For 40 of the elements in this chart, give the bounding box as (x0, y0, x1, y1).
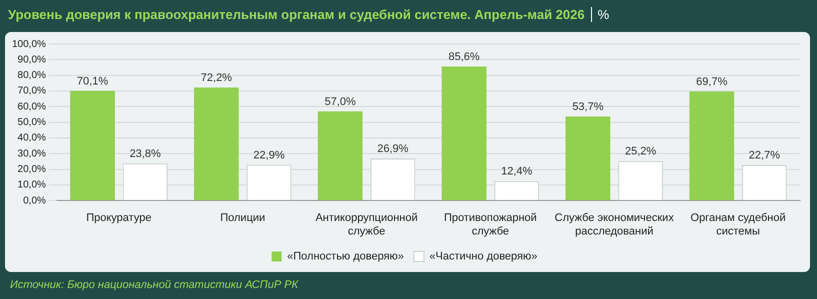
data-label: 25,2% (624, 146, 656, 158)
data-label: 57,0% (324, 96, 356, 108)
chart-subtitle: % (590, 7, 610, 22)
legend-label: «Частично доверяю» (429, 250, 538, 263)
data-label: 53,7% (572, 101, 604, 114)
y-tick-label: 80,0% (18, 70, 46, 82)
data-label: 22,7% (748, 150, 780, 162)
bar (566, 116, 610, 200)
y-tick-label: 40,0% (18, 132, 46, 144)
bar (442, 66, 486, 200)
text: Источник: Бюро национальной статистики АСПиР РК (10, 279, 298, 291)
x-tick-label: Полиции (220, 212, 266, 224)
y-tick-label: 100,0% (12, 38, 46, 50)
y-tick-label: 50,0% (18, 117, 46, 128)
bar (689, 91, 734, 200)
y-tick-label: 60,0% (18, 101, 46, 112)
x-tick-label: Службе экономических расследований (554, 212, 674, 238)
y-tick-label: 20,0% (18, 164, 46, 176)
data-label: 23,8% (130, 148, 161, 160)
x-tick-label: Антикоррупционной службе (315, 212, 418, 238)
bar (70, 90, 115, 200)
x-tick-label: Противопожарной службе (444, 212, 537, 238)
x-tick-label: Органам судебной системы (690, 212, 786, 238)
data-label: 22,9% (253, 149, 285, 162)
data-label: 85,6% (448, 51, 480, 64)
y-tick-label: 0,0% (23, 195, 46, 206)
data-label: 72,2% (200, 72, 232, 84)
data-label: 26,9% (377, 143, 409, 156)
data-label: 70,1% (76, 75, 108, 88)
y-tick-label: 70,0% (18, 86, 46, 97)
bar (194, 88, 239, 200)
bar (318, 111, 363, 200)
data-label: 69,7% (696, 76, 728, 88)
y-tick-label: 90,0% (18, 54, 46, 66)
y-tick-label: 30,0% (18, 148, 46, 160)
data-label: 12,4% (501, 166, 533, 178)
chart-title: Уровень доверия к правоохранительным органам и судебной системе. Апрель-май 2026 (8, 7, 585, 22)
legend-label: «Полностью доверяю» (287, 250, 404, 263)
y-tick-label: 10,0% (18, 180, 46, 191)
x-tick-label: Прокуратуре (86, 212, 152, 224)
